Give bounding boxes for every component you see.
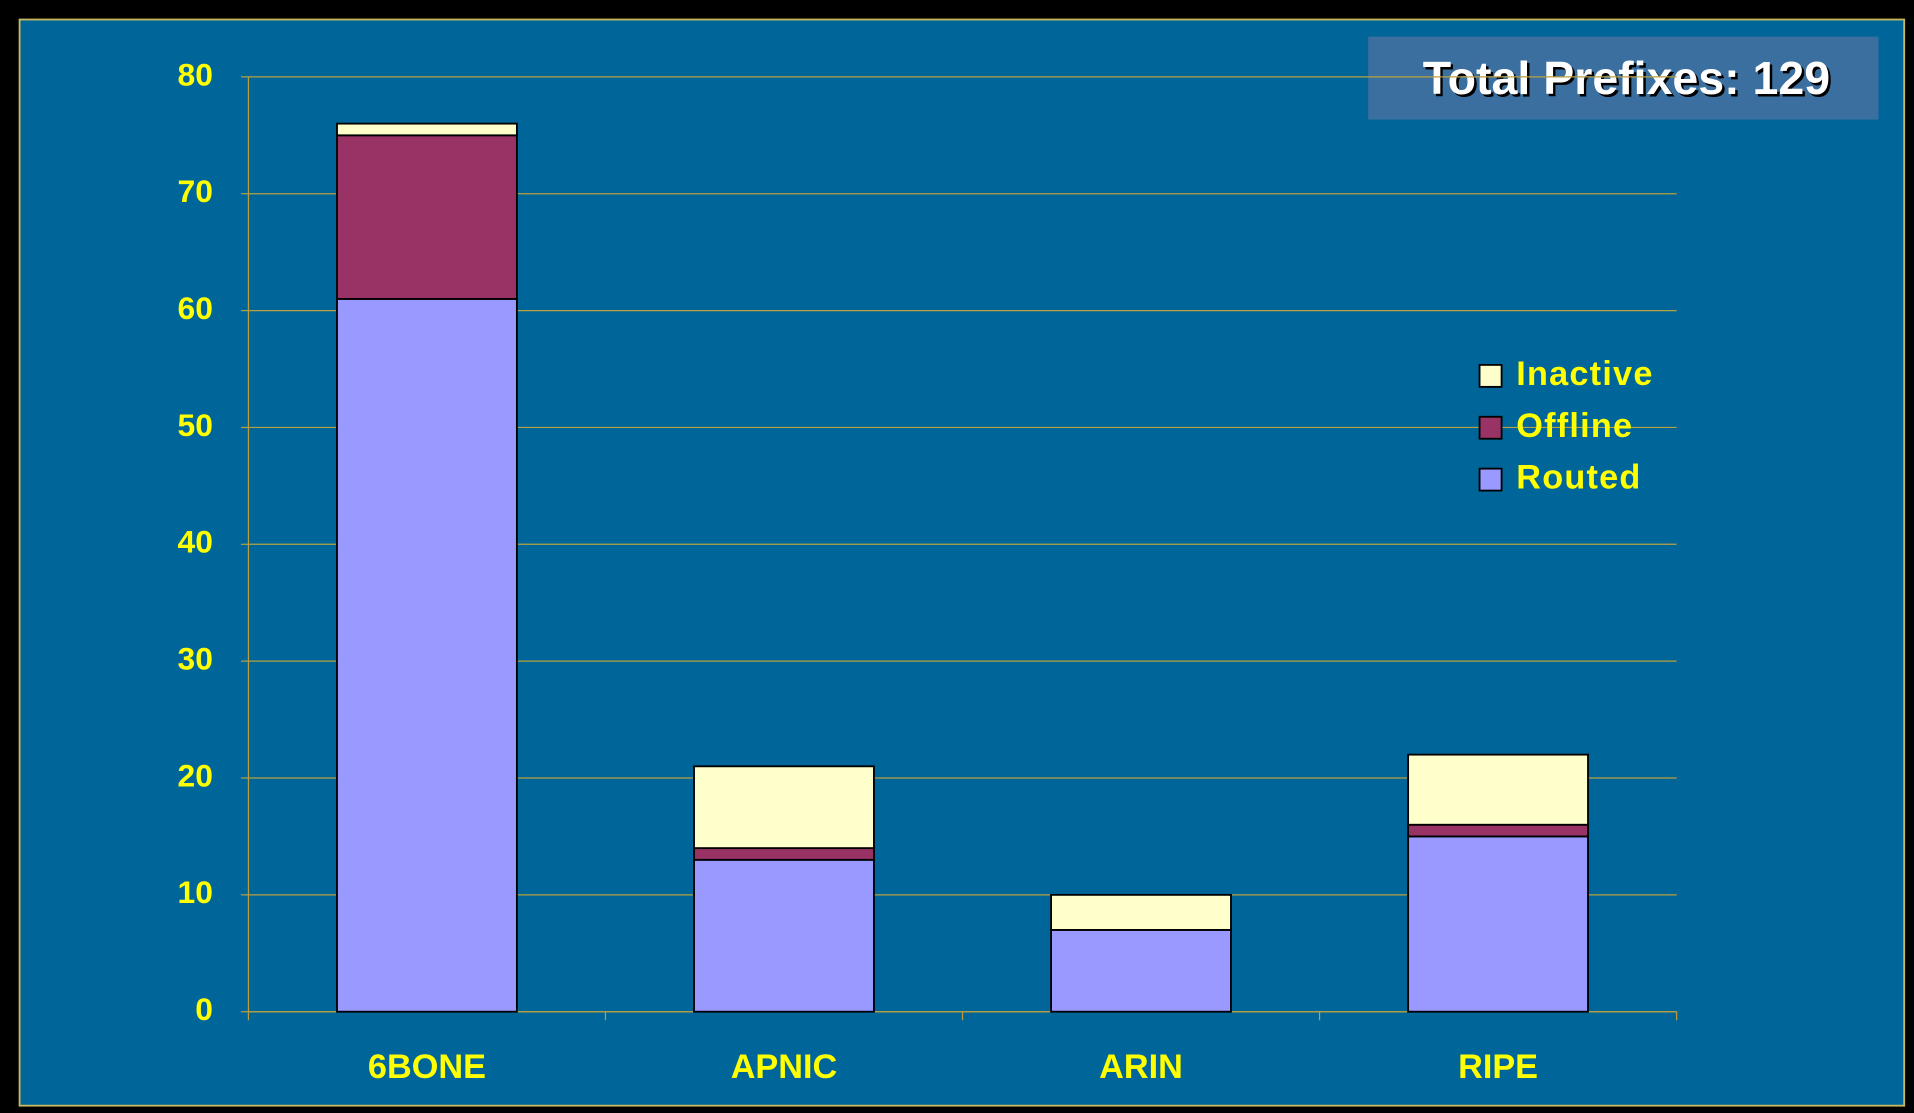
x-tick-label: 6BONE — [368, 1048, 486, 1086]
bar-segment — [336, 297, 518, 1013]
legend-swatch — [1478, 363, 1503, 388]
annotation-shadow: Total Prefixes: 129 — [1425, 55, 1832, 107]
legend-label: Inactive — [1516, 355, 1653, 393]
bar-segment — [1050, 893, 1232, 931]
legend-swatch — [1478, 467, 1503, 492]
y-tick-label: 10 — [178, 874, 213, 910]
bar-segment — [1407, 835, 1589, 1013]
y-tick-label: 50 — [178, 407, 213, 443]
legend-swatch — [1478, 415, 1503, 440]
y-tick-label: 60 — [178, 290, 213, 326]
bar-segment — [693, 858, 875, 1013]
bar-segment — [1407, 823, 1589, 838]
x-tick-label: APNIC — [731, 1048, 838, 1086]
y-tick-label: 80 — [178, 56, 213, 92]
y-tick-label: 40 — [178, 524, 213, 560]
x-tick-label: RIPE — [1458, 1048, 1538, 1086]
bar-segment — [336, 134, 518, 300]
y-tick-label: 20 — [178, 757, 213, 793]
bar-segment — [693, 765, 875, 850]
plot-background — [18, 18, 1906, 1107]
annotation: Total Prefixes: 129 — [1423, 52, 1830, 104]
annotation-box — [1368, 36, 1879, 120]
y-tick-label: 0 — [195, 991, 213, 1027]
legend-label: Offline — [1516, 407, 1633, 445]
bar-segment — [693, 847, 875, 861]
y-tick-label: 70 — [178, 173, 213, 209]
bar-segment — [1407, 753, 1589, 826]
x-tick-label: ARIN — [1099, 1048, 1183, 1086]
bar-segment — [1050, 928, 1232, 1013]
y-tick-label: 30 — [178, 641, 213, 677]
legend-label: Routed — [1516, 459, 1641, 497]
bar-segment — [336, 122, 518, 137]
